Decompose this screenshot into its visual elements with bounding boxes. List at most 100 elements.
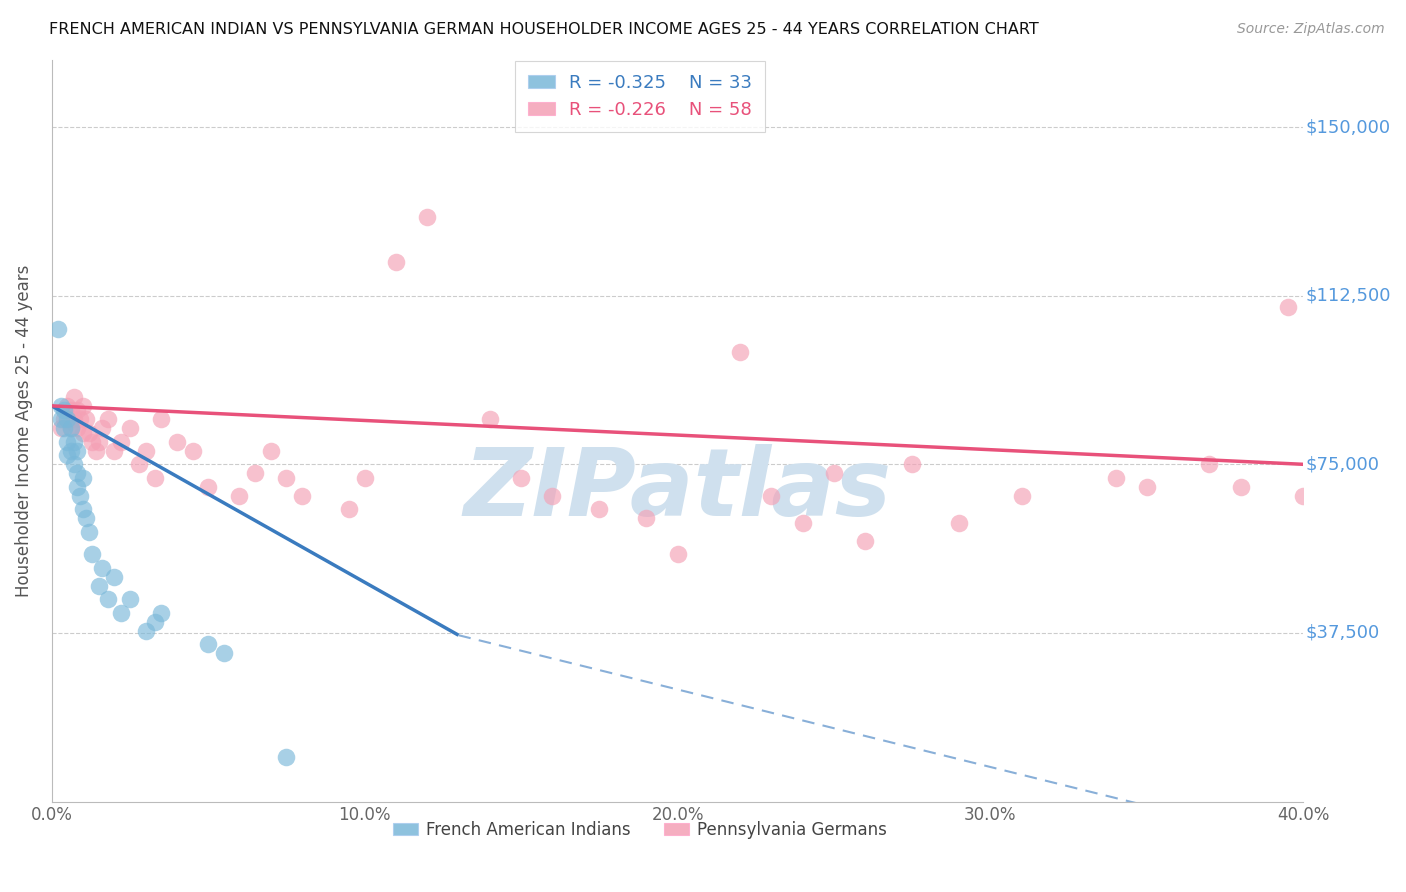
Point (49, 421, 72, 435)
Text: $150,000: $150,000 (1306, 118, 1391, 136)
Point (197, 637, 219, 651)
Point (75, 511, 97, 525)
Point (90, 560, 112, 574)
Point (59, 403, 82, 417)
Text: $37,500: $37,500 (1306, 624, 1381, 642)
Text: $75,000: $75,000 (1306, 455, 1379, 474)
Point (53, 403, 76, 417)
Point (823, 467, 845, 481)
Point (79, 425, 101, 440)
Point (56, 399, 79, 413)
Point (59, 421, 82, 435)
Point (59, 443, 82, 458)
Point (72, 471, 94, 485)
Point (87, 434, 110, 449)
Point (143, 615, 166, 629)
Point (69, 489, 91, 503)
Point (276, 749, 298, 764)
Point (118, 592, 141, 607)
Text: ZIPatlas: ZIPatlas (464, 444, 891, 536)
Point (276, 471, 298, 485)
Point (110, 606, 132, 620)
Point (72, 502, 94, 516)
Point (416, 210, 439, 224)
Point (66, 403, 89, 417)
Point (478, 412, 501, 426)
Point (49, 399, 72, 413)
Point (1198, 458, 1220, 472)
Point (510, 471, 533, 485)
Point (110, 434, 132, 449)
Point (135, 624, 157, 638)
Point (353, 471, 375, 485)
Point (46, 322, 69, 336)
Legend: French American Indians, Pennsylvania Germans: French American Indians, Pennsylvania Ge… (387, 814, 894, 846)
Point (97, 592, 120, 607)
Point (385, 255, 408, 269)
Point (761, 489, 783, 503)
Point (128, 458, 150, 472)
Point (792, 516, 814, 530)
Point (72, 399, 94, 413)
Point (181, 443, 204, 458)
Point (541, 489, 564, 503)
Text: Source: ZipAtlas.com: Source: ZipAtlas.com (1237, 22, 1385, 37)
Point (636, 511, 658, 525)
Point (72, 425, 94, 440)
Point (143, 471, 166, 485)
Point (62, 458, 84, 472)
Point (588, 502, 610, 516)
Point (1104, 471, 1126, 485)
Point (260, 443, 283, 458)
Point (87, 579, 110, 593)
Point (66, 443, 89, 458)
Point (90, 421, 112, 435)
Point (66, 480, 89, 494)
Point (79, 524, 101, 539)
Point (1136, 480, 1159, 494)
Point (62, 412, 84, 426)
Point (1292, 489, 1315, 503)
Point (337, 502, 360, 516)
Point (1011, 489, 1033, 503)
Text: FRENCH AMERICAN INDIAN VS PENNSYLVANIA GERMAN HOUSEHOLDER INCOME AGES 25 - 44 YE: FRENCH AMERICAN INDIAN VS PENNSYLVANIA G… (49, 22, 1039, 37)
Point (56, 434, 79, 449)
Point (1229, 480, 1251, 494)
Point (853, 533, 876, 548)
Point (75, 412, 97, 426)
Point (66, 467, 89, 481)
Point (66, 421, 89, 435)
Point (62, 434, 84, 449)
Point (53, 412, 76, 426)
Point (97, 412, 120, 426)
Point (948, 516, 970, 530)
Point (228, 489, 250, 503)
Point (103, 443, 125, 458)
Y-axis label: Householder Income Ages 25 - 44 years: Householder Income Ages 25 - 44 years (15, 264, 32, 597)
Point (82, 434, 104, 449)
Point (53, 421, 76, 435)
Point (166, 434, 188, 449)
Point (118, 421, 141, 435)
Point (243, 467, 266, 481)
Point (150, 606, 173, 620)
Point (666, 547, 689, 561)
Point (103, 570, 125, 584)
Point (84, 443, 107, 458)
Point (59, 421, 82, 435)
Point (56, 412, 79, 426)
Point (150, 412, 173, 426)
Point (728, 344, 751, 359)
Point (901, 458, 924, 472)
Point (49, 412, 72, 426)
Point (135, 443, 157, 458)
Point (62, 390, 84, 404)
Point (82, 547, 104, 561)
Point (56, 448, 79, 462)
Text: $112,500: $112,500 (1306, 286, 1392, 305)
Point (1277, 300, 1299, 314)
Point (212, 646, 235, 660)
Point (69, 412, 91, 426)
Point (197, 480, 219, 494)
Point (291, 489, 314, 503)
